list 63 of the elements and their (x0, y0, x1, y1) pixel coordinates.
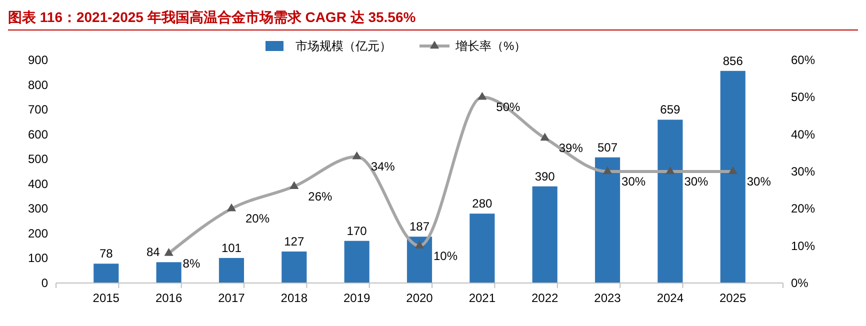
data-label: 30% (684, 174, 709, 188)
bar (658, 120, 683, 283)
x-tick-label: 2018 (280, 291, 308, 305)
y2-tick-label: 20% (791, 202, 816, 216)
data-label: 127 (284, 234, 304, 249)
y-tick-label: 300 (28, 202, 48, 216)
y-tick-label: 200 (28, 226, 48, 240)
data-label: 507 (598, 140, 618, 154)
x-tick-label: 2020 (406, 291, 434, 305)
x-tick-label: 2021 (468, 291, 496, 305)
bar (156, 262, 182, 283)
x-tick-label: 2019 (343, 291, 370, 305)
y-tick-label: 800 (28, 78, 48, 92)
y-tick-label: 500 (28, 152, 48, 166)
bar (94, 264, 119, 283)
y2-tick-label: 60% (791, 53, 816, 67)
data-label: 39% (558, 141, 584, 156)
data-label: 50% (496, 100, 521, 114)
legend-label: 市场规模（亿元） (296, 39, 392, 53)
x-tick-label: 2025 (720, 291, 747, 305)
legend-label: 增长率（%） (454, 39, 526, 53)
y2-tick-label: 50% (791, 90, 816, 104)
data-label: 856 (722, 54, 744, 68)
data-label: 101 (221, 240, 242, 255)
bar (532, 186, 558, 283)
bar (218, 258, 244, 283)
y2-tick-label: 10% (791, 238, 816, 253)
y-tick-label: 900 (28, 53, 48, 67)
data-label: 30% (746, 174, 772, 188)
data-label: 390 (534, 169, 556, 184)
data-label: 34% (370, 160, 396, 174)
x-tick-label: 2015 (92, 291, 120, 305)
y-tick-label: 100 (28, 251, 48, 266)
bar (470, 214, 495, 283)
data-label: 659 (660, 102, 681, 117)
bar (406, 236, 432, 283)
data-label: 84 (146, 245, 160, 260)
data-label: 10% (434, 248, 458, 263)
data-label: 187 (409, 220, 430, 234)
bar (594, 157, 620, 283)
x-tick-label: 2023 (594, 291, 622, 305)
bar (282, 252, 307, 283)
x-tick-label: 2017 (218, 291, 246, 305)
data-label: 78 (99, 246, 114, 261)
x-tick-label: 2024 (656, 291, 684, 305)
y-tick-label: 600 (28, 127, 48, 142)
bar (344, 240, 370, 283)
y2-tick-label: 40% (791, 127, 816, 142)
x-tick-label: 2022 (531, 291, 559, 305)
data-label: 26% (308, 189, 333, 204)
chart-title: 图表 116：2021-2025 年我国高温合金市场需求 CAGR 达 35.56% (8, 9, 416, 25)
y-tick-label: 700 (28, 102, 48, 117)
data-label: 280 (472, 196, 493, 211)
y-tick-label: 0 (41, 276, 48, 290)
bar (720, 70, 746, 283)
y-tick-label: 400 (28, 176, 48, 191)
x-tick-label: 2016 (155, 291, 182, 305)
data-label: 30% (622, 174, 646, 188)
y2-tick-label: 0% (791, 276, 809, 290)
y2-tick-label: 30% (791, 164, 816, 178)
data-label: 170 (346, 224, 368, 238)
data-label: 8% (182, 256, 200, 270)
data-label: 20% (245, 212, 270, 226)
